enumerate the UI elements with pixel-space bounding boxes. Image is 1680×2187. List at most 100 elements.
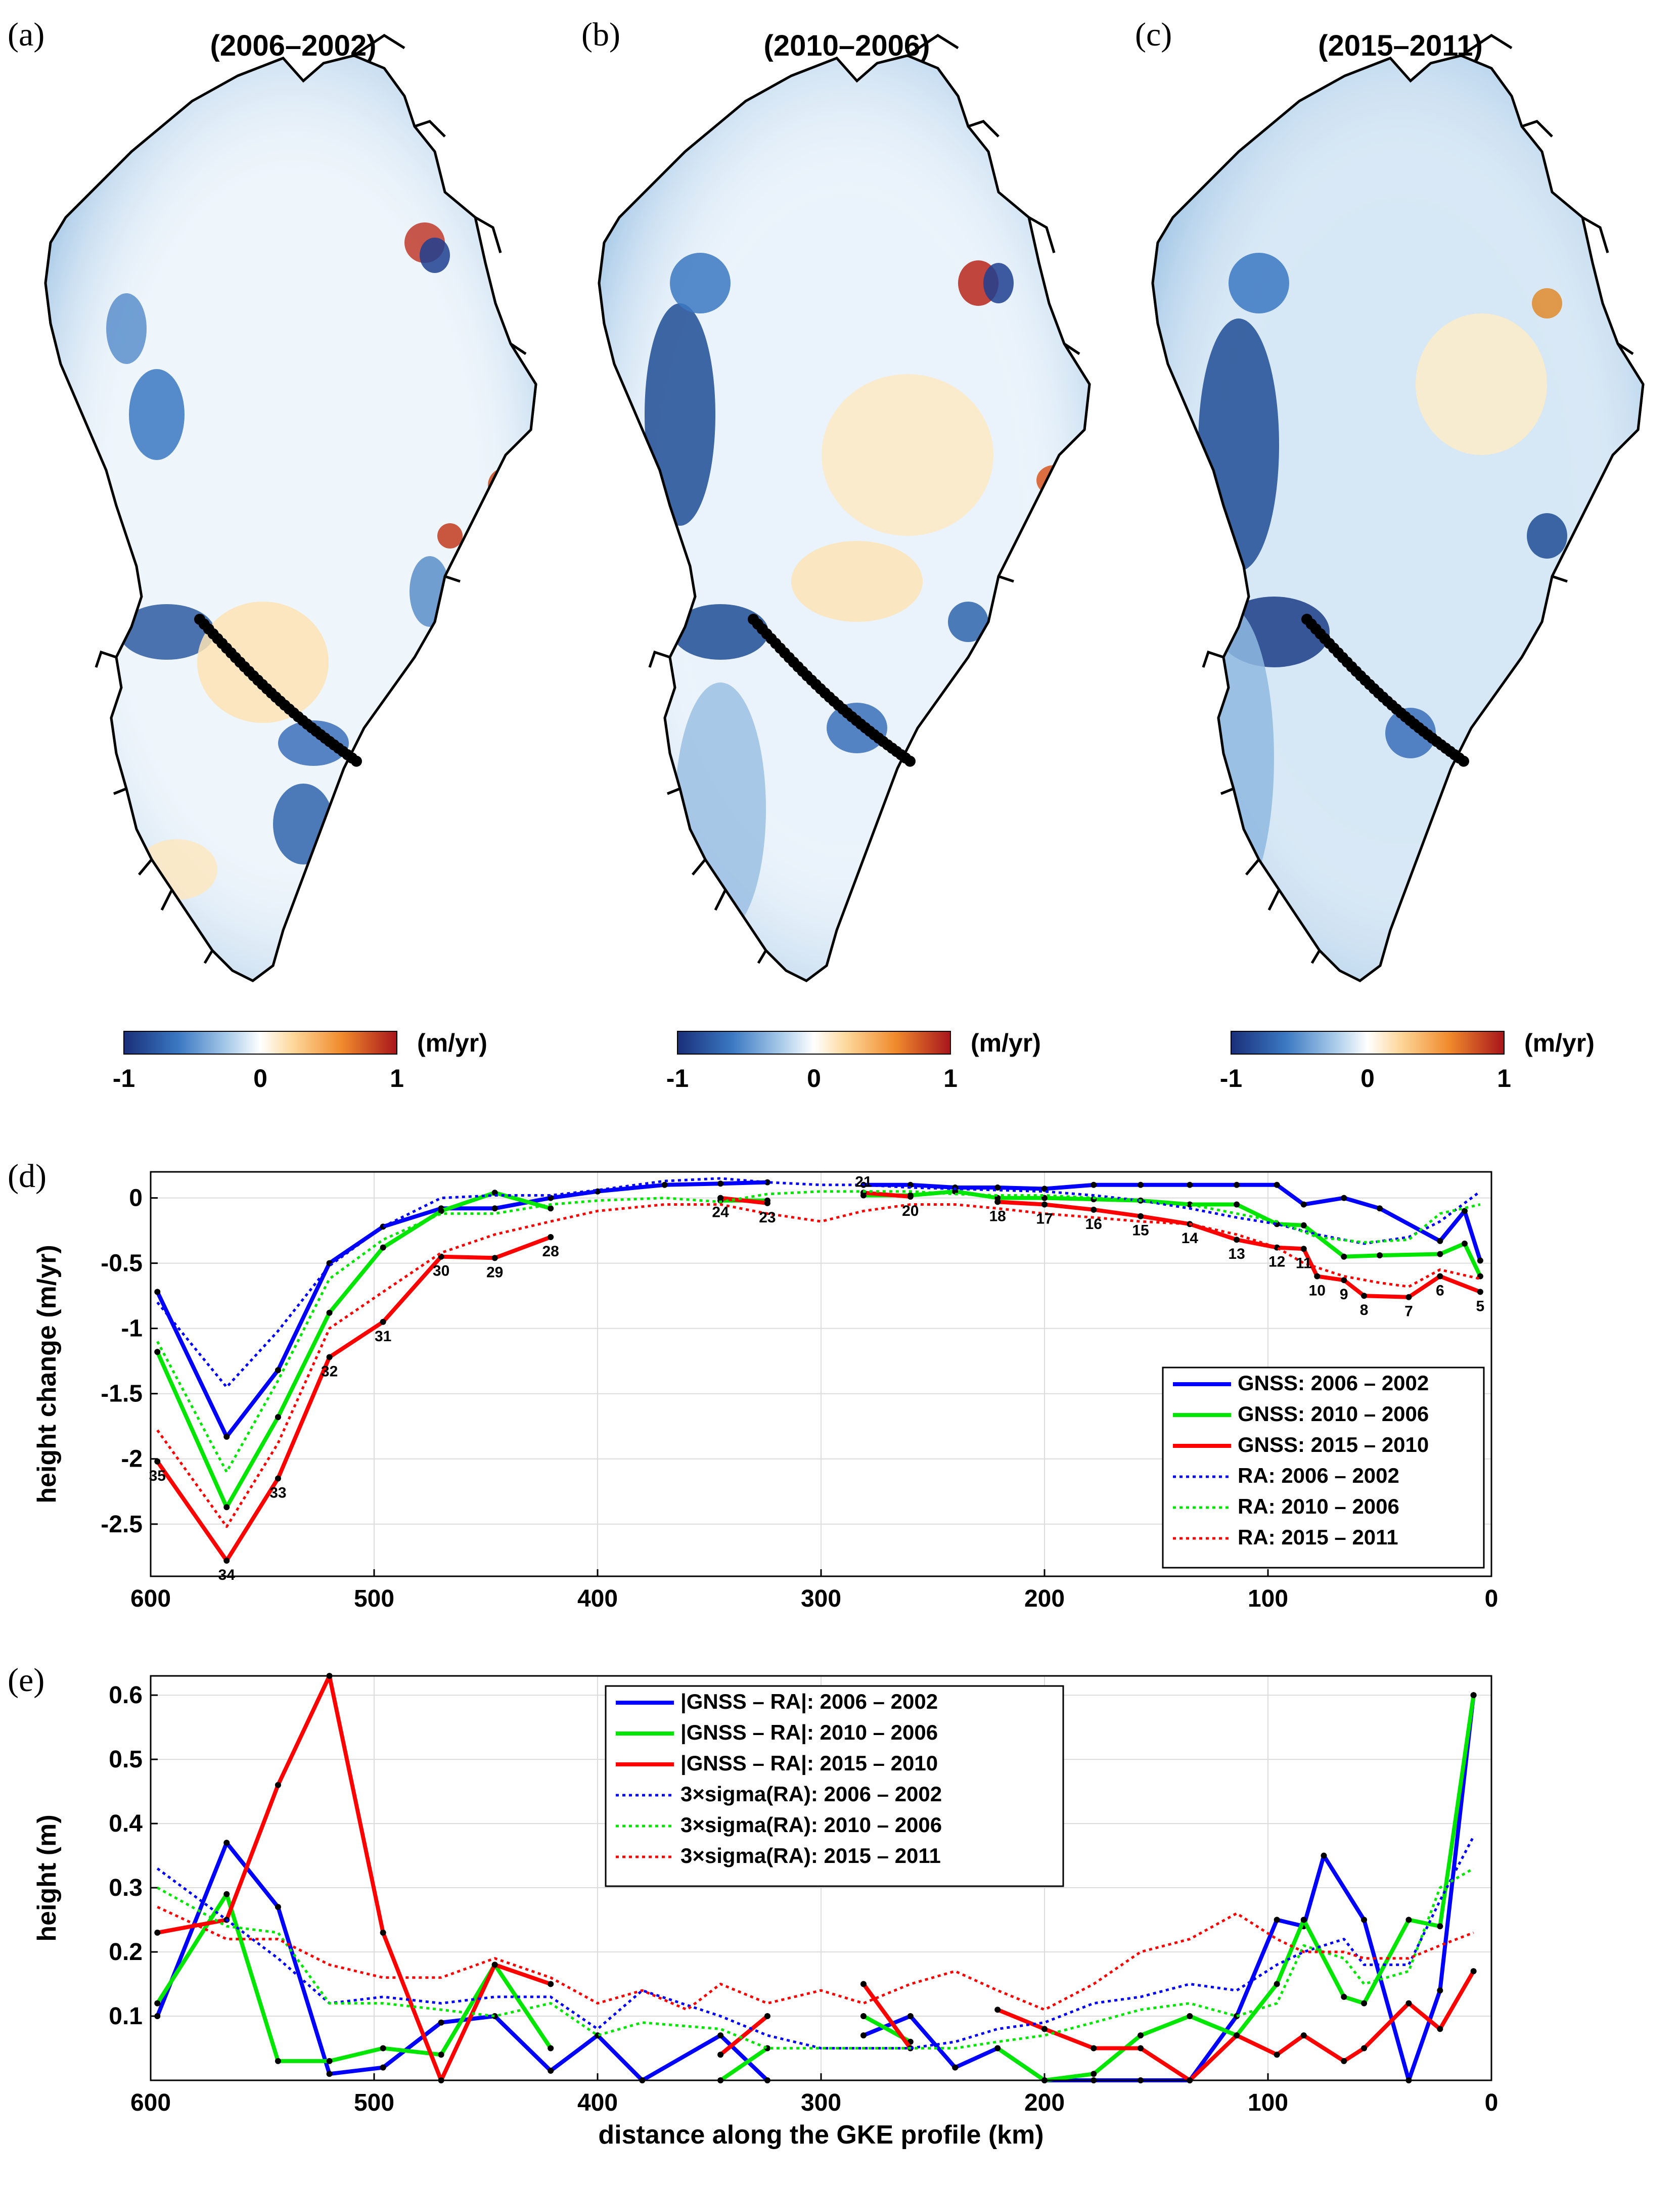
data-point <box>491 1255 498 1261</box>
station-label: 30 <box>433 1263 449 1280</box>
data-point <box>764 1200 770 1206</box>
station-label: 13 <box>1228 1246 1245 1262</box>
data-point <box>907 2013 914 2020</box>
series-path <box>155 1180 768 1439</box>
panel-label: (d) <box>8 1158 47 1195</box>
legend-entry: |GNSS – RA|: 2015 – 2010 <box>680 1751 938 1775</box>
data-point <box>1091 2071 1097 2077</box>
legend-entry: GNSS: 2010 – 2006 <box>1238 1402 1429 1426</box>
data-point <box>1314 1273 1321 1280</box>
data-point <box>661 1181 668 1188</box>
data-point <box>994 1184 1001 1191</box>
panel-label: (b) <box>581 16 620 53</box>
data-point <box>154 1289 161 1295</box>
data-point <box>275 1904 281 1910</box>
x-tick-label: 0 <box>1485 1585 1499 1612</box>
data-point <box>380 1929 386 1936</box>
colorbar-tick-label: -1 <box>1220 1064 1242 1092</box>
legend-entry: RA: 2006 – 2002 <box>1238 1464 1399 1487</box>
data-point <box>1470 1968 1477 1975</box>
x-tick-label: 100 <box>1248 2089 1288 2116</box>
map-panel-a: (a) (2006–2002) -1 0 1 (m/yr) <box>8 16 537 1092</box>
data-point <box>1091 2045 1097 2052</box>
height-change-field <box>599 56 1089 981</box>
station-label: 20 <box>902 1203 919 1219</box>
colorbar-tick-label: 1 <box>943 1064 958 1092</box>
data-point <box>1437 1251 1443 1257</box>
colorbar-tick-label: 1 <box>390 1064 404 1092</box>
data-point <box>860 2013 867 2020</box>
data-point <box>275 1475 281 1482</box>
data-point <box>1041 2026 1048 2032</box>
data-point <box>1091 1181 1097 1188</box>
data-point <box>326 1309 333 1316</box>
y-tick-label: -1 <box>121 1315 143 1342</box>
data-point <box>1274 1181 1280 1188</box>
data-point <box>1274 1981 1280 1987</box>
data-point <box>1138 1181 1144 1188</box>
chart-height-difference: 600 500 400 300 200 100 0 0.1 0.2 0.3 0.4 0.5 0.6 (e)… <box>8 1662 1498 2150</box>
colorbar-tick-label: 1 <box>1497 1064 1511 1092</box>
station-label: 15 <box>1132 1222 1149 1239</box>
data-point <box>1405 1294 1412 1300</box>
series-path <box>863 1191 911 1199</box>
colorbar: -1 0 1 (m/yr) <box>113 1029 487 1092</box>
data-point <box>1138 2032 1144 2039</box>
data-point <box>1300 2032 1307 2039</box>
greenland-map <box>598 34 1091 982</box>
data-point <box>1405 1917 1412 1923</box>
data-point <box>1300 1222 1307 1228</box>
legend-entry: GNSS: 2006 – 2002 <box>1238 1371 1429 1395</box>
series-path <box>861 1983 913 2049</box>
series-path <box>156 1203 1481 1528</box>
data-point <box>1187 2013 1193 2020</box>
panel-label: (a) <box>8 16 44 53</box>
series-line <box>157 1867 1474 2049</box>
gke-profile-line <box>748 614 916 767</box>
series-path <box>719 2046 769 2082</box>
data-point <box>860 1981 867 1987</box>
y-tick-label: -1.5 <box>101 1381 143 1407</box>
station-label: 35 <box>149 1468 166 1484</box>
data-point <box>952 2064 959 2071</box>
data-point <box>1341 1253 1347 1260</box>
data-point <box>1437 1273 1443 1280</box>
station-label: 29 <box>486 1264 503 1281</box>
legend-entry: RA: 2010 – 2006 <box>1238 1494 1399 1518</box>
station-label: 21 <box>855 1173 872 1190</box>
station-label: 24 <box>712 1204 729 1221</box>
colorbar: -1 0 1 (m/yr) <box>666 1029 1041 1092</box>
data-point <box>1234 1201 1240 1208</box>
data-point <box>717 1195 724 1201</box>
data-point <box>438 2052 444 2058</box>
data-point <box>1234 1181 1240 1188</box>
colorbar-tick-label: -1 <box>666 1064 689 1092</box>
data-point <box>1377 1252 1383 1259</box>
data-point <box>1461 1240 1468 1247</box>
data-point <box>1361 1293 1368 1299</box>
data-point <box>1341 1277 1347 1284</box>
y-tick-label: 0.4 <box>109 1810 143 1837</box>
data-point <box>491 2013 498 2020</box>
data-point <box>1274 1917 1280 1923</box>
data-point <box>548 1981 554 1987</box>
station-label: 18 <box>989 1208 1006 1224</box>
data-point <box>380 2064 386 2071</box>
series-path <box>157 1867 1474 2049</box>
data-point <box>1341 1993 1347 2000</box>
data-point <box>1321 1852 1327 1859</box>
x-tick-label: 100 <box>1248 1585 1288 1612</box>
x-tick-label: 400 <box>577 2089 618 2116</box>
series-path <box>157 1674 552 2082</box>
data-point <box>1091 1206 1097 1213</box>
data-point <box>1361 2045 1368 2052</box>
data-point <box>548 2045 554 2052</box>
data-point <box>275 2058 281 2064</box>
data-point <box>491 1205 498 1212</box>
data-point <box>1341 2058 1347 2064</box>
data-point <box>154 1349 161 1355</box>
data-point <box>1437 2026 1443 2032</box>
legend-entry: 3×sigma(RA): 2015 – 2011 <box>680 1844 941 1867</box>
greenland-map <box>44 34 537 982</box>
